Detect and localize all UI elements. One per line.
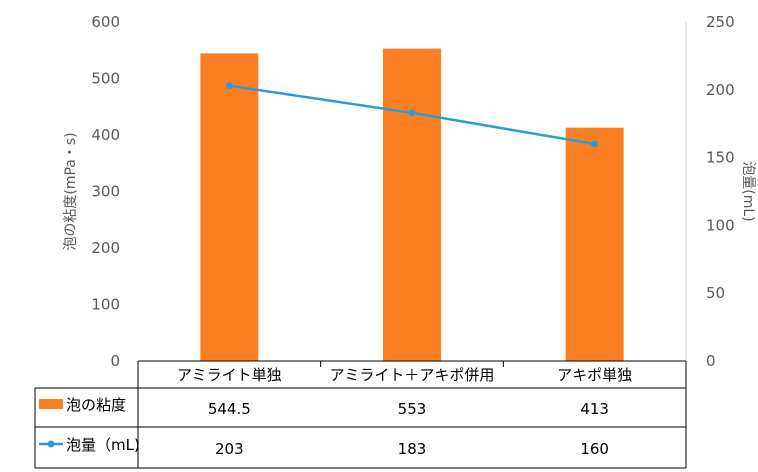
right-tick-label: 0: [706, 352, 716, 370]
left-tick-label: 600: [91, 13, 120, 31]
right-tick-label: 100: [706, 216, 735, 234]
category-label: アミライト単独: [177, 366, 282, 384]
left-axis-title: 泡の粘度(mPa・s): [63, 132, 79, 250]
legend-swatch-bar: [39, 399, 63, 409]
table-cell: 160: [580, 440, 609, 458]
line-point: [408, 109, 416, 117]
line-point: [225, 82, 233, 90]
category-label: アキポ単独: [557, 366, 632, 384]
legend-label: 泡の粘度: [66, 396, 126, 414]
table-cell: 203: [215, 440, 244, 458]
category-label: アミライト＋アキポ併用: [330, 366, 495, 384]
line-point: [591, 140, 599, 148]
bar: [200, 53, 259, 362]
table-cell: 544.5: [208, 400, 251, 418]
table-cell: 183: [398, 440, 427, 458]
right-axis-title: 泡量(mL): [740, 161, 756, 221]
right-tick-label: 250: [706, 13, 735, 31]
left-tick-label: 200: [91, 239, 120, 257]
legend-swatch-marker: [47, 440, 55, 448]
right-tick-label: 50: [706, 284, 725, 302]
left-tick-label: 100: [91, 296, 120, 314]
bar: [383, 48, 441, 362]
table-cell: 553: [398, 400, 427, 418]
right-tick-label: 200: [706, 81, 735, 99]
legend-label: 泡量（mL): [66, 436, 140, 454]
left-tick-label: 0: [110, 352, 120, 370]
bar: [565, 127, 624, 361]
table-cell: 413: [580, 400, 609, 418]
left-tick-label: 500: [91, 70, 120, 88]
left-tick-label: 400: [91, 126, 120, 144]
left-tick-label: 300: [91, 183, 120, 201]
right-tick-label: 150: [706, 149, 735, 167]
